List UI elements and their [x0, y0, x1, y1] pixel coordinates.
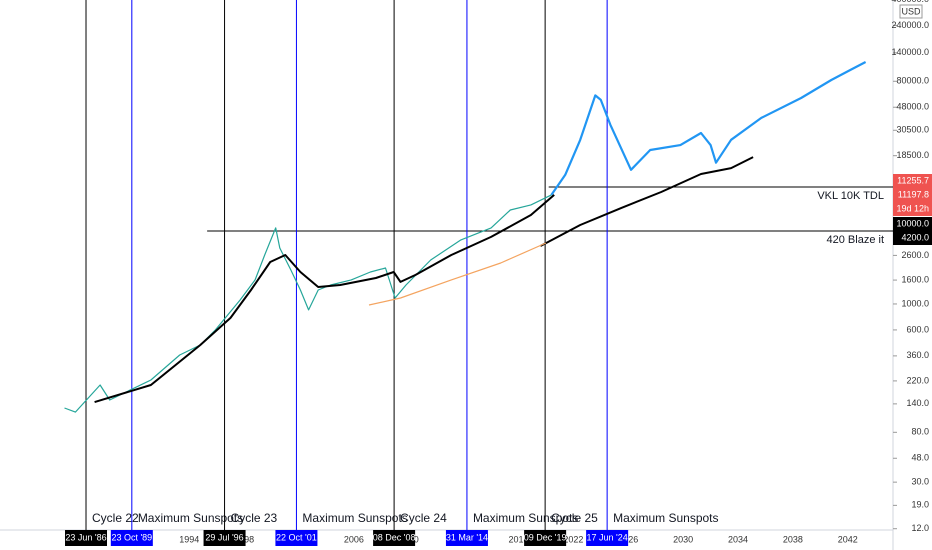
axis-label: 10000.0 — [896, 218, 929, 228]
event-text: Maximum Sunspots — [473, 511, 578, 525]
x-tick-label: 2030 — [673, 534, 693, 544]
y-tick-label: 360.0 — [906, 350, 929, 360]
y-tick-label: 48000.0 — [896, 102, 929, 112]
x-tick-label: 2042 — [838, 534, 858, 544]
axis-label-box — [893, 202, 932, 216]
event-label: 23 Jun '86 — [65, 532, 106, 542]
event-text: Cycle 22 — [92, 511, 139, 525]
x-tick-label: 2018 — [509, 534, 529, 544]
event-text: Cycle 25 — [551, 511, 598, 525]
event-label: 08 Dec '08 — [373, 532, 416, 542]
x-tick-label: 2026 — [618, 534, 638, 544]
x-tick-label: 2022 — [563, 534, 583, 544]
axis-label-box — [893, 174, 932, 188]
price-line — [540, 156, 754, 247]
horizontal-line-text: VKL 10K TDL — [817, 190, 884, 202]
price-line — [94, 194, 555, 404]
x-tick-label: 2034 — [728, 534, 748, 544]
x-tick-label: 2038 — [783, 534, 803, 544]
event-label-box — [275, 530, 318, 546]
event-label-box — [203, 530, 246, 546]
event-text: Cycle 24 — [400, 511, 447, 525]
event-label-box — [445, 530, 488, 546]
y-tick-label: 140.0 — [906, 398, 929, 408]
price-line — [64, 194, 552, 413]
event-label-box — [524, 530, 567, 546]
x-tick-label: 1994 — [179, 534, 199, 544]
event-label: 29 Jul '96 — [205, 532, 243, 542]
axis-label: 11197.8 — [898, 189, 929, 199]
event-label-box — [110, 530, 153, 546]
y-tick-label: 400000.0 — [891, 0, 929, 4]
y-tick-label: 140000.0 — [891, 47, 929, 57]
y-tick-label: 19.0 — [911, 500, 929, 510]
event-text: Maximum Sunspots — [138, 511, 243, 525]
y-tick-label: 600.0 — [906, 324, 929, 334]
event-label-box — [65, 530, 108, 546]
price-line — [550, 61, 867, 196]
axis-label-box — [893, 188, 932, 202]
y-tick-label: 2600.0 — [901, 250, 929, 260]
y-tick-label: 12.0 — [911, 523, 929, 533]
y-tick-label: 30500.0 — [896, 125, 929, 135]
axis-label: 11255.7 — [897, 175, 929, 185]
event-label: 17 Jun '24 — [586, 532, 627, 542]
x-tick-label: 2006 — [344, 534, 364, 544]
event-label: 31 Mar '14 — [446, 532, 488, 542]
event-label: 22 Oct '01 — [276, 532, 317, 542]
horizontal-line-text: 420 Blaze it — [827, 234, 884, 246]
y-tick-label: 80.0 — [911, 427, 929, 437]
y-tick-label: 80000.0 — [896, 76, 929, 86]
y-tick-label: 48.0 — [911, 453, 929, 463]
axis-label: 19d 12h — [896, 203, 929, 213]
event-label-box — [586, 530, 629, 546]
y-tick-label: 1000.0 — [901, 298, 929, 308]
y-tick-label: 30.0 — [911, 477, 929, 487]
price-line — [368, 242, 547, 306]
y-tick-label: 18500.0 — [896, 150, 929, 160]
currency: USD — [901, 6, 921, 16]
y-tick-label: 1600.0 — [901, 274, 929, 284]
y-tick-label: 220.0 — [906, 375, 929, 385]
axis-label-box — [893, 217, 932, 231]
event-text: Maximum Sunspots — [302, 511, 407, 525]
axis-label: 4200.0 — [901, 232, 929, 242]
y-tick-label: 240000.0 — [891, 20, 929, 30]
event-text: Cycle 23 — [231, 511, 278, 525]
axis-label-box — [893, 231, 932, 245]
event-label: 23 Oct '89 — [111, 532, 152, 542]
currency-box — [899, 4, 923, 19]
event-text: Maximum Sunspots — [613, 511, 718, 525]
event-label-box — [373, 530, 416, 546]
event-label: 09 Dec '19 — [524, 532, 567, 542]
